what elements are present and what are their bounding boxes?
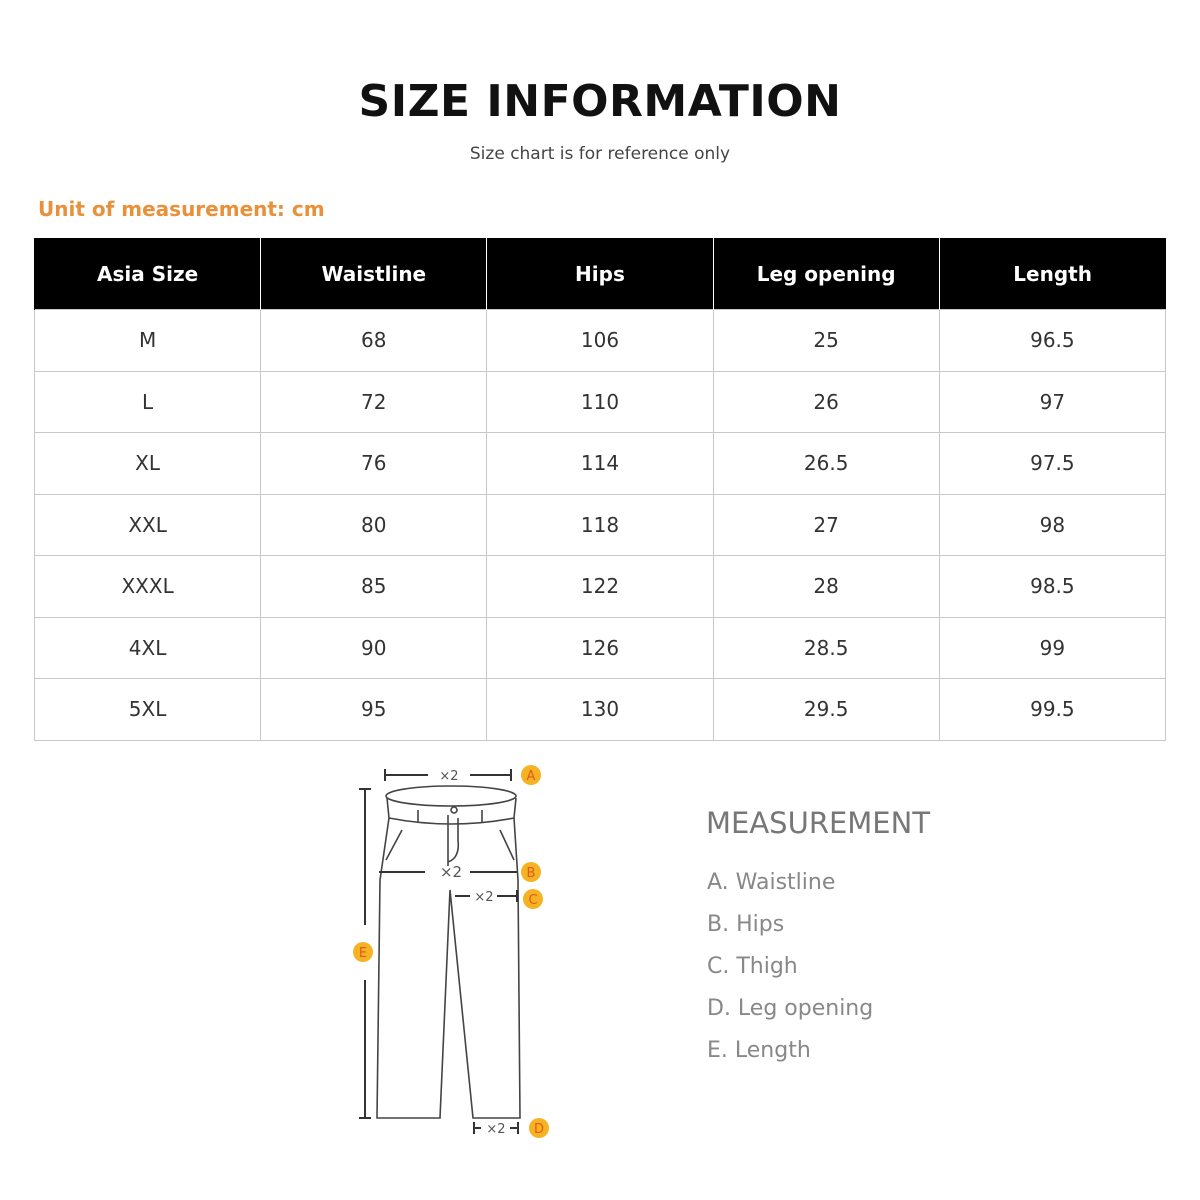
table-cell: 26.5 [712, 432, 940, 495]
table-row: 5XL 95 130 29.5 99.5 [33, 678, 1167, 741]
table-cell: 96.5 [938, 309, 1167, 372]
table-cell: 5XL [33, 678, 262, 741]
badge-letter: D [534, 1122, 544, 1137]
badge-b: B [521, 862, 541, 882]
column-header: Asia Size [33, 238, 261, 310]
table-cell: 28 [712, 555, 940, 618]
column-header: Waistline [260, 238, 487, 310]
table-row: 4XL 90 126 28.5 99 [33, 616, 1167, 679]
size-table: Asia Size Waistline Hips Leg opening Len… [33, 238, 1167, 741]
table-cell: 130 [486, 678, 714, 741]
multiplier-label: ×2 [439, 769, 458, 784]
multiplier-label: ×2 [474, 890, 493, 905]
page-title: SIZE INFORMATION [358, 76, 842, 127]
column-header: Leg opening [712, 238, 940, 310]
measurement-item-hips: B. Hips [707, 912, 785, 937]
multiplier-label: ×2 [486, 1122, 505, 1137]
badge-letter: C [528, 893, 537, 908]
table-row: M 68 106 25 96.5 [33, 309, 1167, 372]
column-header: Hips [486, 238, 714, 310]
measurement-item-waistline: A. Waistline [707, 870, 836, 895]
page-subtitle: Size chart is for reference only [469, 144, 731, 164]
table-cell: 106 [486, 309, 714, 372]
pants-outline [376, 785, 521, 1119]
badge-c: C [523, 889, 543, 909]
table-cell: 97 [938, 370, 1167, 433]
table-cell: 99.5 [938, 678, 1167, 741]
table-cell: 99 [938, 616, 1167, 679]
measurement-title: MEASUREMENT [706, 806, 931, 840]
table-header-row: Asia Size Waistline Hips Leg opening Len… [33, 238, 1166, 310]
table-row: L 72 110 26 97 [33, 370, 1167, 433]
table-cell: 110 [486, 370, 714, 433]
badge-letter: A [527, 769, 536, 784]
badge-letter: E [359, 946, 367, 961]
measurement-item-thigh: C. Thigh [707, 954, 798, 979]
badge-a: A [521, 765, 541, 785]
badge-d: D [529, 1118, 549, 1138]
measure-lines [359, 769, 519, 1134]
table-cell: 90 [260, 616, 488, 679]
column-header: Length [938, 238, 1166, 310]
table-cell: 29.5 [712, 678, 940, 741]
table-cell: 4XL [33, 616, 262, 679]
measurement-item-leg-opening: D. Leg opening [707, 996, 874, 1021]
table-cell: 27 [712, 493, 940, 556]
badge-letter: B [527, 866, 536, 881]
table-row: XXL 80 118 27 98 [33, 493, 1167, 556]
table-cell: 114 [486, 432, 714, 495]
table-cell: 95 [260, 678, 488, 741]
table-row: XXXL 85 122 28 98.5 [33, 555, 1167, 618]
table-cell: 122 [486, 555, 714, 618]
table-cell: M [33, 309, 262, 372]
multiplier-label: ×2 [440, 863, 462, 881]
table-cell: 126 [486, 616, 714, 679]
table-row: XL 76 114 26.5 97.5 [33, 432, 1167, 495]
table-cell: XL [33, 432, 262, 495]
table-cell: XXL [33, 493, 262, 556]
badge-e: E [353, 942, 373, 962]
unit-label: Unit of measurement: cm [38, 197, 325, 221]
table-cell: 25 [712, 309, 940, 372]
measurement-item-length: E. Length [707, 1038, 811, 1063]
table-cell: 28.5 [712, 616, 940, 679]
